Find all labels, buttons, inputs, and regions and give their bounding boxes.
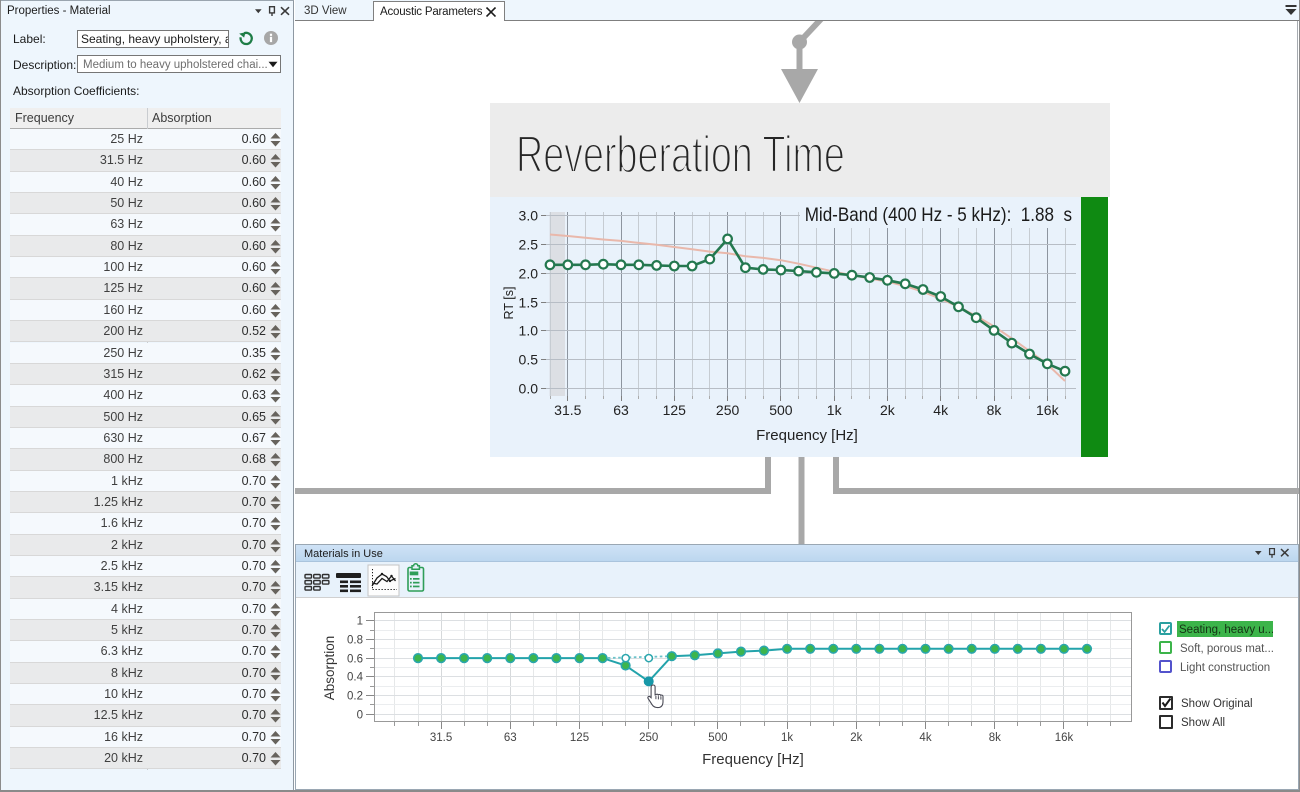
svg-text:0.4: 0.4 <box>347 672 364 684</box>
svg-text:16k: 16k <box>1055 732 1074 744</box>
svg-text:Mid-Band (400 Hz - 5 kHz): 1.: Mid-Band (400 Hz - 5 kHz): 1.88 s <box>805 203 1072 225</box>
svg-text:125: 125 <box>570 732 589 744</box>
svg-text:250: 250 <box>639 732 658 744</box>
svg-text:1k: 1k <box>781 732 793 744</box>
svg-text:Frequency [Hz]: Frequency [Hz] <box>702 751 804 768</box>
svg-text:8k: 8k <box>987 402 1003 418</box>
svg-text:1k: 1k <box>827 402 843 418</box>
svg-text:500: 500 <box>708 732 727 744</box>
svg-text:500: 500 <box>769 402 793 418</box>
svg-text:63: 63 <box>613 402 629 418</box>
svg-text:0: 0 <box>357 710 363 722</box>
svg-text:63: 63 <box>504 732 517 744</box>
svg-text:Absorption: Absorption <box>322 636 337 701</box>
svg-text:2k: 2k <box>850 732 862 744</box>
svg-text:0.8: 0.8 <box>347 635 363 647</box>
svg-text:Reverberation Time: Reverberation Time <box>516 125 845 183</box>
svg-text:Frequency [Hz]: Frequency [Hz] <box>756 427 858 444</box>
svg-text:2k: 2k <box>880 402 896 418</box>
svg-text:2.0: 2.0 <box>519 266 539 282</box>
svg-text:31.5: 31.5 <box>554 402 581 418</box>
svg-text:3.0: 3.0 <box>519 208 539 224</box>
svg-text:250: 250 <box>716 402 740 418</box>
svg-text:4k: 4k <box>933 402 949 418</box>
svg-text:8k: 8k <box>989 732 1001 744</box>
svg-text:0.5: 0.5 <box>519 352 539 368</box>
svg-text:1: 1 <box>357 616 363 628</box>
svg-text:125: 125 <box>663 402 687 418</box>
svg-text:RT [s]: RT [s] <box>502 287 516 320</box>
svg-text:1.0: 1.0 <box>519 323 539 339</box>
svg-text:0.6: 0.6 <box>347 654 363 666</box>
svg-text:4k: 4k <box>919 732 931 744</box>
svg-text:1.5: 1.5 <box>519 295 539 311</box>
svg-text:0.0: 0.0 <box>519 381 539 397</box>
svg-text:31.5: 31.5 <box>430 732 452 744</box>
svg-text:2.5: 2.5 <box>519 237 539 253</box>
svg-text:0.2: 0.2 <box>347 691 363 703</box>
svg-text:16k: 16k <box>1036 402 1060 418</box>
